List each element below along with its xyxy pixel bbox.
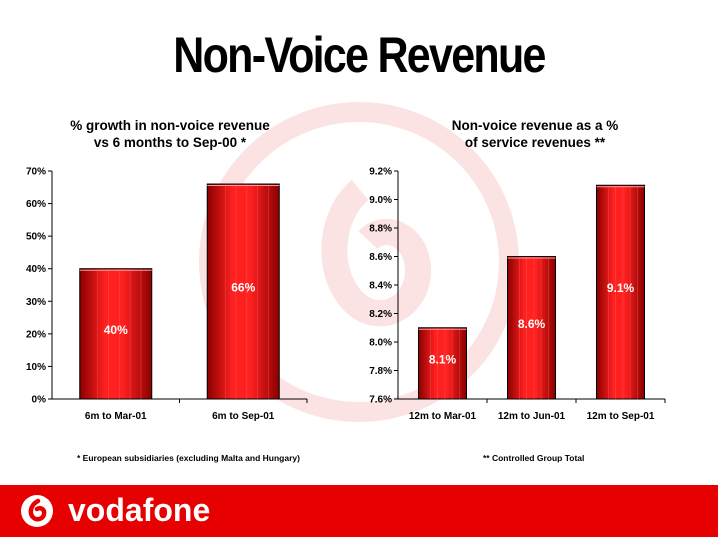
brand-wordmark: vodafone [68, 492, 211, 528]
left-y-tick-label: 10% [26, 362, 46, 373]
right-chart-title-line-1: Non-voice revenue as a % [451, 118, 619, 133]
right-y-tick-label: 8.8% [369, 224, 392, 235]
right-y-tick-label: 8.0% [369, 338, 392, 349]
left-data-label: 40% [104, 323, 128, 337]
right-y-tick-label: 9.2% [369, 167, 392, 178]
left-y-tick-label: 70% [26, 167, 46, 178]
left-category-label: 6m to Sep-01 [212, 411, 275, 422]
right-bar [418, 327, 467, 400]
left-footnote: * European subsidiaries (excluding Malta… [77, 453, 300, 463]
left-y-tick-label: 40% [26, 264, 46, 275]
right-y-tick-label: 8.4% [369, 281, 392, 292]
right-chart-title-line-2: of service revenues ** [464, 135, 606, 150]
right-y-tick-label: 8.6% [369, 252, 392, 263]
left-bar [79, 268, 153, 400]
right-bar [596, 184, 645, 400]
right-data-label: 8.1% [429, 352, 457, 366]
left-bar [206, 183, 280, 400]
right-bar [507, 256, 556, 400]
right-data-label: 9.1% [607, 281, 635, 295]
left-y-tick-label: 50% [26, 232, 46, 243]
page-title: Non-Voice Revenue [173, 27, 546, 83]
right-y-tick-label: 7.6% [369, 395, 392, 406]
right-category-label: 12m to Mar-01 [409, 411, 477, 422]
left-y-tick-label: 60% [26, 199, 46, 210]
left-chart-title-line-1: % growth in non-voice revenue [70, 118, 270, 133]
left-category-label: 6m to Mar-01 [85, 411, 147, 422]
left-y-tick-label: 20% [26, 329, 46, 340]
right-chart-title: Non-voice revenue as a % of service reve… [400, 117, 670, 151]
left-data-label: 66% [231, 281, 255, 295]
right-y-tick-label: 8.2% [369, 309, 392, 320]
left-y-tick-label: 30% [26, 297, 46, 308]
right-data-label: 8.6% [518, 317, 546, 331]
left-chart-title-line-2: vs 6 months to Sep-00 * [93, 135, 247, 150]
right-category-label: 12m to Jun-01 [498, 411, 566, 422]
right-y-tick-label: 7.8% [369, 366, 392, 377]
right-category-label: 12m to Sep-01 [587, 411, 655, 422]
vodafone-logo-icon [21, 495, 53, 527]
left-chart-title: % growth in non-voice revenue vs 6 month… [40, 117, 300, 151]
right-y-tick-label: 9.0% [369, 195, 392, 206]
right-footnote: ** Controlled Group Total [483, 453, 585, 463]
left-y-tick-label: 0% [32, 395, 47, 406]
footer-bar [0, 485, 718, 537]
